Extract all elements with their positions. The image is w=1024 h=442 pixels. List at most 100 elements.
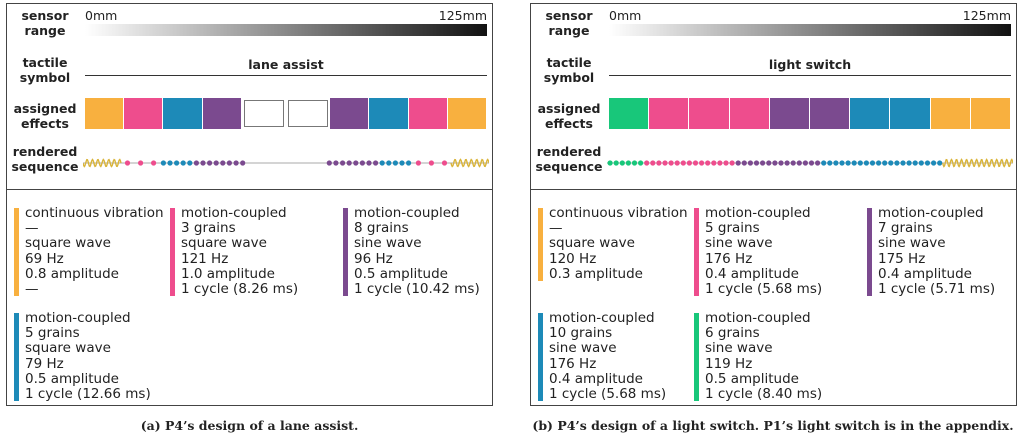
row-label-tactile-symbol: tactile symbol — [531, 55, 607, 85]
sequence-dot-pink — [674, 160, 680, 166]
legend-line: 0.4 amplitude — [878, 265, 972, 282]
sequence-dot-pink — [151, 160, 157, 166]
sequence-dot-blue — [833, 160, 839, 166]
row-label-line: effects — [21, 116, 69, 131]
legend-line: 69 Hz — [25, 250, 64, 267]
panel-divider — [7, 189, 492, 190]
sequence-dot-blue — [912, 160, 918, 166]
legend-line: motion-coupled — [705, 205, 811, 221]
legend-line: 79 Hz — [25, 355, 64, 372]
sequence-dot-pink — [680, 160, 686, 166]
legend-line: 1 cycle (8.40 ms) — [705, 386, 823, 403]
sequence-dot-green — [613, 160, 619, 166]
sequence-dot-blue — [392, 160, 398, 166]
legend-line: 175 Hz — [878, 250, 926, 267]
legend-line: 176 Hz — [705, 250, 753, 267]
sequence-dot-pink — [138, 160, 144, 166]
effect-cell-purple — [769, 98, 811, 129]
sequence-dot-pink — [717, 160, 723, 166]
effect-cell-blue — [369, 98, 409, 129]
assigned-effects-strip — [85, 98, 488, 129]
sequence-dot-blue — [839, 160, 845, 166]
sequence-dot-blue — [937, 160, 943, 166]
range-min-label: 0mm — [85, 8, 118, 23]
legend-line: 5 grains — [705, 220, 760, 237]
sequence-dot-blue — [180, 160, 186, 166]
effect-cell-purple — [202, 98, 242, 129]
sequence-dot-purple — [340, 160, 346, 166]
caption-a: (a) P4’s design of a lane assist. — [140, 418, 359, 433]
legend-line: 0.8 amplitude — [25, 265, 119, 282]
row-label-line: rendered — [12, 144, 78, 159]
sequence-dot-purple — [784, 160, 790, 166]
legend-line: 5 grains — [25, 325, 80, 342]
effect-cell-purple — [810, 98, 851, 129]
legend-item-pink: motion-coupled 5 grains sine wave 176 Hz… — [694, 205, 823, 298]
legend-item-purple: motion-coupled 8 grains sine wave 96 Hz … — [343, 205, 480, 298]
sequence-dot-pink — [644, 160, 650, 166]
sequence-dot-purple — [359, 160, 365, 166]
effect-cell-orange — [447, 98, 488, 129]
legend-item-pink: motion-coupled 3 grains square wave 121 … — [170, 205, 298, 297]
sequence-dot-blue — [845, 160, 851, 166]
sequence-dot-blue — [857, 160, 863, 166]
legend-line: square wave — [549, 235, 635, 252]
sequence-wave — [450, 158, 489, 168]
legend-line: 0.4 amplitude — [549, 370, 643, 387]
legend-line: sine wave — [549, 340, 617, 357]
effect-cell-purple — [330, 98, 370, 129]
legend-line: motion-coupled — [549, 310, 655, 326]
legend-line: motion-coupled — [878, 205, 984, 221]
sequence-dot-purple — [366, 160, 372, 166]
legend-item-orange: continuous vibration — square wave 69 Hz… — [14, 205, 164, 297]
sequence-dot-purple — [326, 160, 332, 166]
sequence-wave — [942, 158, 1013, 168]
legend-line: square wave — [181, 235, 267, 252]
sequence-dot-purple — [233, 160, 239, 166]
sequence-dot-pink — [415, 160, 421, 166]
legend-line: 176 Hz — [549, 355, 597, 372]
legend-line: motion-coupled — [181, 205, 287, 221]
sequence-dot-green — [625, 160, 631, 166]
legend-line: square wave — [25, 340, 111, 357]
effect-cell-blank — [243, 100, 285, 127]
sequence-dot-blue — [851, 160, 857, 166]
sequence-dot-purple — [373, 160, 379, 166]
panel-light-switch: sensor range 0mm 125mm tactile symbol li… — [530, 3, 1017, 406]
sequence-dot-purple — [747, 160, 753, 166]
row-label-rendered-sequence: rendered sequence — [531, 144, 607, 174]
range-max-label: 125mm — [962, 8, 1011, 23]
tactile-symbol-line — [85, 75, 487, 76]
effect-cell-pink — [408, 98, 448, 129]
legend-color-bar — [538, 313, 543, 402]
legend-item-blue: motion-coupled 5 grains square wave 79 H… — [14, 310, 151, 403]
legend-line: 1 cycle (12.66 ms) — [25, 386, 151, 403]
sequence-dot-blue — [882, 160, 888, 166]
sensor-range-gradient — [85, 24, 487, 36]
sequence-dot-blue — [900, 160, 906, 166]
sequence-dot-purple — [796, 160, 802, 166]
legend-line: continuous vibration — [549, 205, 688, 221]
sequence-dot-purple — [346, 160, 352, 166]
sequence-dot-purple — [772, 160, 778, 166]
legend-line: 1 cycle (5.68 ms) — [705, 281, 823, 298]
legend-line: — — [549, 220, 563, 237]
sequence-dot-pink — [711, 160, 717, 166]
row-label-line: rendered — [536, 144, 602, 159]
legend-line: 1 cycle (10.42 ms) — [354, 281, 480, 298]
row-label-line: sequence — [535, 159, 603, 174]
panel-divider — [531, 189, 1016, 190]
sequence-dot-blue — [924, 160, 931, 166]
sequence-dot-blue — [869, 160, 876, 166]
sequence-dot-blue — [827, 160, 833, 166]
effect-cell-pink — [124, 98, 164, 129]
sequence-dot-purple — [226, 160, 232, 166]
sequence-dot-blue — [399, 160, 405, 166]
legend-item-purple: motion-coupled 7 grains sine wave 175 Hz… — [867, 205, 996, 298]
legend-line: 1 cycle (5.71 ms) — [878, 281, 996, 298]
legend-line: 1 cycle (5.68 ms) — [549, 386, 667, 403]
sequence-dot-purple — [802, 160, 808, 166]
sequence-dot-blue — [187, 160, 193, 166]
legend-line: 1.0 amplitude — [181, 265, 275, 282]
row-label-line: tactile — [546, 55, 592, 70]
